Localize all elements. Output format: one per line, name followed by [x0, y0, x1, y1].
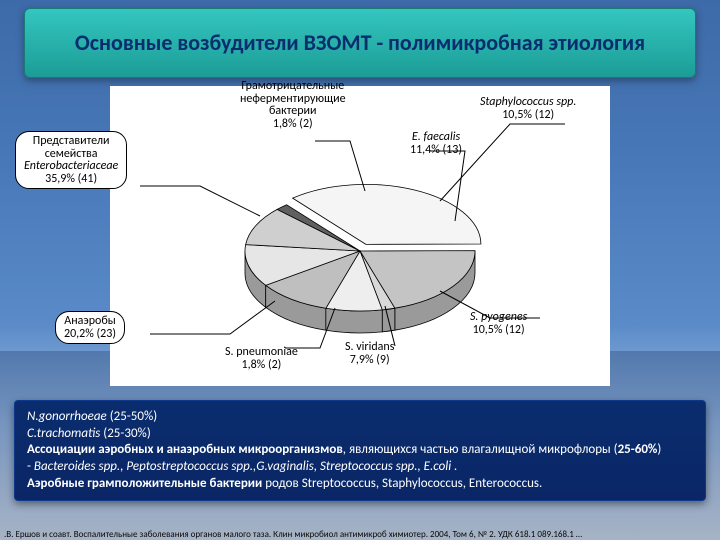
pie-label: S. pyogenes10,5% (12) [470, 311, 527, 336]
info-line: N.gonorrhoeae (25-50%) [27, 409, 693, 426]
pie-label: E. faecalis11,4% (13) [410, 131, 462, 156]
title-text: Основные возбудители ВЗОМТ - полимикробн… [75, 31, 645, 55]
pie-label: S. viridans7,9% (9) [345, 341, 394, 366]
pie-label: S. pneumoniae1,8% (2) [225, 346, 298, 371]
info-box: N.gonorrhoeae (25-50%)C.trachomatis (25-… [14, 400, 706, 501]
info-line: Ассоциации аэробных и анаэробных микроор… [27, 442, 693, 459]
info-line: C.trachomatis (25-30%) [27, 426, 693, 443]
pie-label: Анаэробы20,2% (23) [55, 311, 125, 344]
title-box: Основные возбудители ВЗОМТ - полимикробн… [24, 8, 696, 78]
pie-chart: ПредставителисемействаEnterobacteriaceae… [110, 86, 610, 386]
pie-label: Грамотрицательныенеферментирующиебактери… [240, 80, 346, 130]
pie-label: ПредставителисемействаEnterobacteriaceae… [15, 131, 127, 189]
pie-label: Staphylococcus spp.10,5% (12) [480, 96, 576, 121]
info-line: Аэробные грамположительные бактерии родо… [27, 476, 693, 493]
info-line: - Bacteroides spp., Peptostreptococcus s… [27, 459, 693, 476]
citation: .В. Ершов и соавт. Воспалительные заболе… [4, 529, 716, 540]
